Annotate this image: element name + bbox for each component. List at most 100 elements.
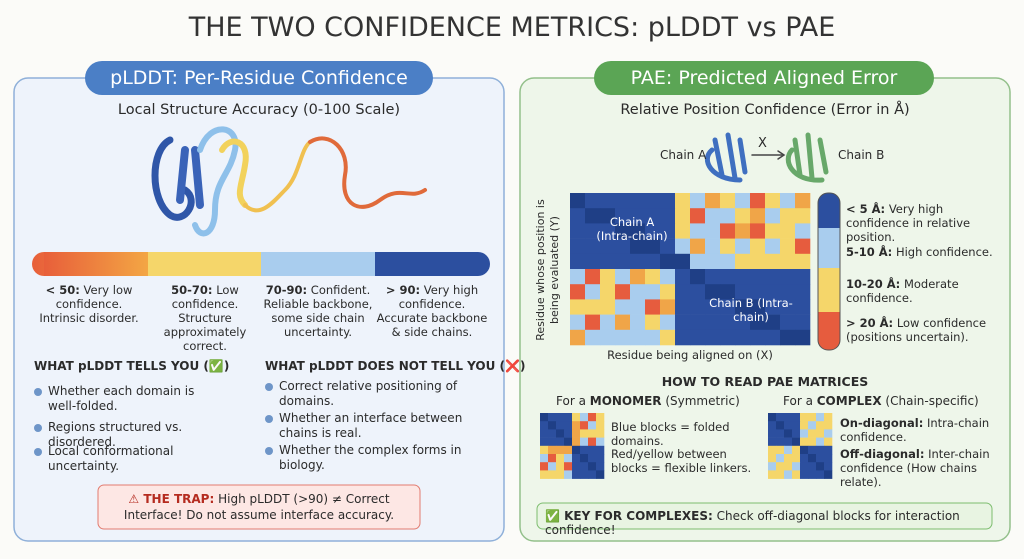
- matrix-cell: [690, 223, 706, 239]
- matrix-cell: [795, 329, 811, 346]
- matrix-cell: [808, 429, 817, 438]
- matrix-cell: [768, 429, 777, 438]
- matrix-cell: [765, 193, 781, 209]
- list-item: Whether an interface between chains is r…: [265, 411, 479, 441]
- matrix-cell: [768, 445, 777, 455]
- matrix-cell: [660, 329, 676, 346]
- matrix-cell: [615, 314, 631, 331]
- matrix-cell: [690, 238, 706, 255]
- matrix-cell: [824, 454, 833, 463]
- trap-bold: ⚠ THE TRAP:: [128, 492, 215, 506]
- matrix-cell: [780, 299, 796, 315]
- matrix-cell: [735, 238, 751, 255]
- matrix-cell: [588, 454, 597, 463]
- matrix-cell: [808, 462, 817, 471]
- matrix-cell: [596, 470, 605, 479]
- matrix-cell: [540, 413, 549, 422]
- matrix-cell: [548, 429, 557, 438]
- tells-title: WHAT pLDDT TELLS YOU (✅): [34, 359, 230, 373]
- matrix-cell: [690, 253, 706, 270]
- matrix-cell: [705, 193, 721, 209]
- matrix-cell: [705, 253, 721, 270]
- matrix-cell: [588, 470, 597, 479]
- matrix-cell: [615, 299, 631, 315]
- matrix-cell: [768, 421, 777, 430]
- matrix-cell: [750, 208, 766, 224]
- matrix-cell: [705, 284, 721, 300]
- matrix-cell: [615, 193, 631, 209]
- matrix-cell: [780, 269, 796, 285]
- matrix-cell: [720, 299, 736, 315]
- matrix-cell: [615, 284, 631, 300]
- matrix-cell: [690, 208, 706, 224]
- matrix-cell: [780, 238, 796, 255]
- matrix-cell: [792, 462, 801, 471]
- matrix-cell: [548, 413, 557, 422]
- matrix-cell: [585, 284, 601, 300]
- matrix-cell: [776, 470, 785, 479]
- matrix-cell: [572, 429, 581, 438]
- plddt-header: pLDDT: Per-Residue Confidence: [85, 61, 433, 95]
- matrix-cell: [690, 284, 706, 300]
- block-a-label: Chain A (Intra-chain): [596, 215, 668, 243]
- matrix-cell: [548, 421, 557, 430]
- matrix-cell: [808, 437, 817, 447]
- cross-label: X: [758, 136, 767, 151]
- matrix-cell: [588, 429, 597, 438]
- matrix-cell: [780, 253, 796, 270]
- matrix-cell: [580, 462, 589, 471]
- matrix-cell: [765, 253, 781, 270]
- pae-heatmap: [570, 193, 811, 346]
- matrix-cell: [548, 462, 557, 471]
- matrix-cell: [795, 238, 811, 255]
- matrix-cell: [548, 437, 557, 447]
- matrix-cell: [570, 208, 586, 224]
- matrix-cell: [588, 413, 597, 422]
- matrix-cell: [556, 413, 565, 422]
- matrix-cell: [596, 454, 605, 463]
- matrix-cell: [808, 413, 817, 422]
- matrix-cell: [645, 238, 661, 255]
- matrix-cell: [675, 284, 691, 300]
- scale-range: 50-70:: [171, 283, 213, 297]
- matrix-cell: [784, 421, 793, 430]
- matrix-cell: [735, 284, 751, 300]
- matrix-cell: [570, 238, 586, 255]
- matrix-cell: [750, 253, 766, 270]
- legend-range: > 20 Å:: [846, 316, 894, 330]
- matrix-cell: [765, 208, 781, 224]
- matrix-cell: [630, 299, 646, 315]
- matrix-cell: [824, 429, 833, 438]
- matrix-cell: [776, 413, 785, 422]
- matrix-cell: [556, 445, 565, 455]
- legend-range: < 5 Å:: [846, 202, 886, 216]
- matrix-cell: [580, 437, 589, 447]
- matrix-cell: [588, 445, 597, 455]
- matrix-cell: [780, 329, 796, 346]
- matrix-cell: [795, 284, 811, 300]
- matrix-cell: [556, 454, 565, 463]
- matrix-cell: [615, 208, 631, 224]
- matrix-cell: [660, 299, 676, 315]
- matrix-cell: [776, 462, 785, 471]
- matrix-cell: [645, 299, 661, 315]
- monomer-item: Blue blocks = folded domains.: [611, 420, 730, 448]
- matrix-cell: [675, 314, 691, 331]
- matrix-cell: [548, 445, 557, 455]
- matrix-cell: [585, 314, 601, 331]
- matrix-cell: [585, 208, 601, 224]
- matrix-cell: [660, 253, 676, 270]
- complex-text: Inter-chain confidence (How chains relat…: [840, 447, 990, 489]
- matrix-cell: [792, 429, 801, 438]
- matrix-cell: [615, 269, 631, 285]
- scale-range: < 50:: [45, 283, 80, 297]
- matrix-cell: [795, 314, 811, 331]
- matrix-cell: [750, 193, 766, 209]
- matrix-cell: [570, 284, 586, 300]
- matrix-cell: [792, 445, 801, 455]
- matrix-cell: [780, 314, 796, 331]
- matrix-cell: [556, 470, 565, 479]
- complex-bold: On-diagonal:: [840, 416, 924, 430]
- matrix-cell: [735, 299, 751, 315]
- matrix-cell: [795, 299, 811, 315]
